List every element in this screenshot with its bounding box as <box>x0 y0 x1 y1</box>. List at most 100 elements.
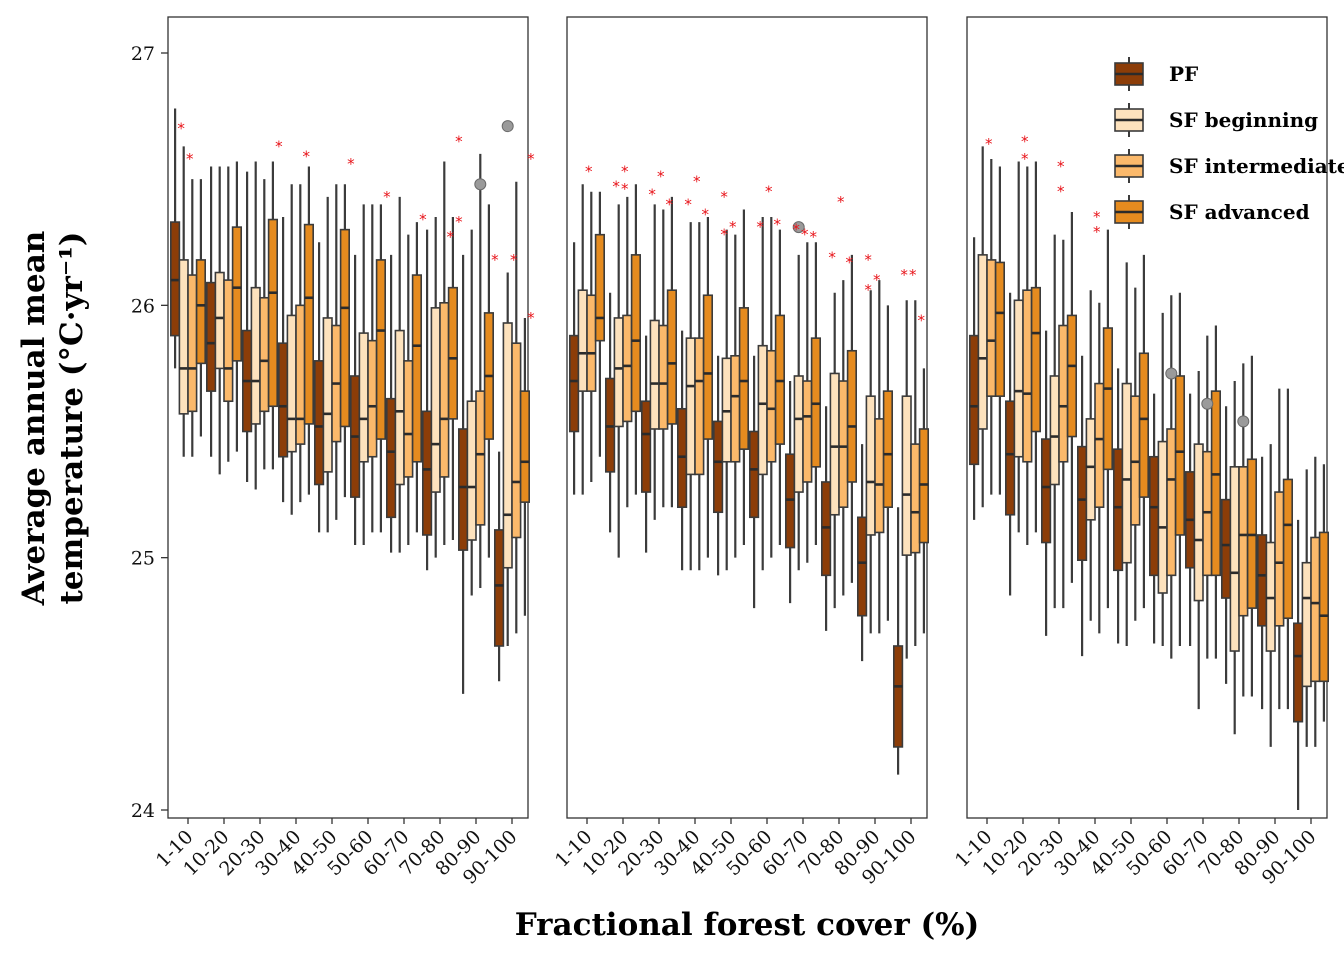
panel-frame <box>966 16 1328 819</box>
box-30-40-pf <box>277 217 289 503</box>
box-50-60-sf-advanced <box>375 204 387 533</box>
significance-star: * <box>702 205 710 223</box>
iqr-box <box>666 289 677 425</box>
iqr-box <box>1301 561 1312 688</box>
outlier-point <box>501 120 514 133</box>
legend-item-sf-advanced: SF advanced <box>1114 195 1310 229</box>
iqr-box <box>568 334 580 433</box>
significance-star: * <box>1093 223 1101 241</box>
significance-star: * <box>837 193 845 211</box>
iqr-box <box>910 443 921 554</box>
significance-star: * <box>693 173 701 191</box>
significance-star: * <box>447 228 455 246</box>
iqr-box <box>712 420 724 514</box>
iqr-box <box>375 259 387 440</box>
box-70-80-sf-beginning <box>1229 381 1240 735</box>
iqr-box <box>1030 286 1041 433</box>
box-1-10-pf <box>568 242 580 495</box>
box-50-60-sf-intermediate <box>766 217 777 558</box>
iqr-box <box>439 302 450 478</box>
box-60-70-pf <box>1185 393 1196 646</box>
box-20-30-pf <box>640 335 652 553</box>
iqr-box <box>1166 428 1177 577</box>
iqr-box <box>793 375 804 493</box>
significance-star: * <box>419 210 427 228</box>
y-tick-label: 24 <box>131 800 155 822</box>
iqr-box <box>1041 438 1052 544</box>
iqr-box <box>313 360 325 486</box>
box-30-40-sf-intermediate <box>295 184 306 503</box>
iqr-box <box>430 307 441 493</box>
box-80-90-sf-beginning <box>1265 444 1276 747</box>
iqr-box <box>1049 375 1060 486</box>
outlier-point <box>474 178 487 191</box>
box-80-90-pf <box>856 444 868 662</box>
iqr-box <box>986 259 997 397</box>
significance-star: * <box>648 185 656 203</box>
iqr-box <box>1149 455 1160 577</box>
box-30-40-sf-advanced <box>1102 229 1113 609</box>
significance-star: * <box>729 218 737 236</box>
box-90-100-pf <box>1293 519 1304 810</box>
y-tick-label: 25 <box>131 548 155 570</box>
iqr-box <box>738 307 749 450</box>
significance-star: * <box>1093 208 1101 226</box>
box-40-50-sf-advanced <box>339 184 351 498</box>
box-70-80-sf-intermediate <box>439 161 450 546</box>
iqr-box <box>1293 622 1304 723</box>
significance-star: * <box>873 271 881 289</box>
iqr-box <box>502 322 513 569</box>
box-10-20-sf-beginning <box>613 204 624 558</box>
box-90-100-sf-advanced <box>918 368 929 634</box>
box-60-70-sf-beginning <box>394 196 405 553</box>
significance-star: * <box>810 228 818 246</box>
box-10-20-pf <box>604 292 616 533</box>
box-50-60-sf-beginning <box>1157 312 1168 646</box>
box-20-30-sf-intermediate <box>259 179 270 470</box>
box-70-80-sf-intermediate <box>838 280 849 596</box>
iqr-box <box>339 228 351 428</box>
box-50-60-pf <box>349 254 361 546</box>
significance-star: * <box>527 150 535 168</box>
iqr-box <box>802 380 813 483</box>
panel-1: 1-1010-2020-3030-4040-5050-6060-7070-808… <box>152 16 535 889</box>
significance-star: * <box>909 266 917 284</box>
box-70-80-sf-advanced <box>447 217 459 541</box>
iqr-box <box>874 418 885 534</box>
iqr-box <box>214 271 225 370</box>
box-20-30-sf-advanced <box>666 196 677 508</box>
iqr-box <box>403 360 414 478</box>
significance-star: * <box>186 150 194 168</box>
iqr-box <box>1274 491 1285 627</box>
box-10-20-sf-advanced <box>231 161 243 452</box>
iqr-box <box>1121 382 1132 564</box>
iqr-box <box>1102 327 1113 471</box>
iqr-box <box>586 294 597 392</box>
box-40-50-sf-advanced <box>1138 254 1149 609</box>
box-40-50-sf-intermediate <box>331 184 342 520</box>
significance-star: * <box>585 163 593 181</box>
iqr-box <box>1022 289 1033 463</box>
box-20-30-sf-beginning <box>649 204 660 520</box>
iqr-box <box>1085 418 1096 521</box>
iqr-box <box>277 342 289 458</box>
box-30-40-sf-beginning <box>1085 290 1096 621</box>
box-40-50-sf-advanced <box>738 209 749 546</box>
significance-star: * <box>666 195 674 213</box>
significance-star: * <box>765 183 773 201</box>
box-90-100-sf-intermediate <box>1310 456 1321 747</box>
iqr-box <box>882 390 893 509</box>
box-90-100-sf-intermediate <box>511 181 522 634</box>
significance-star: * <box>621 163 629 181</box>
box-80-90-sf-advanced <box>483 204 495 558</box>
y-tick-label: 27 <box>131 43 155 65</box>
significance-star: * <box>1057 183 1065 201</box>
legend-item-sf-beginning: SF beginning <box>1114 103 1318 137</box>
significance-star: * <box>792 221 800 239</box>
significance-star: * <box>527 309 535 327</box>
iqr-box <box>1229 466 1240 652</box>
iqr-box <box>856 516 868 617</box>
box-70-80-pf <box>820 406 832 631</box>
box-30-40-sf-intermediate <box>694 222 705 571</box>
